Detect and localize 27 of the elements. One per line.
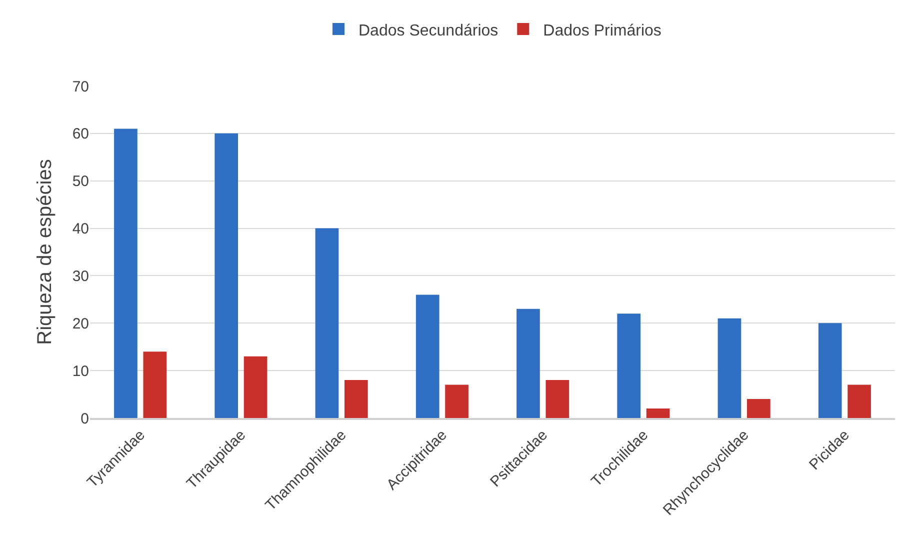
bar — [344, 380, 368, 418]
y-axis-title: Riqueza de espécies — [34, 159, 56, 345]
bar — [818, 323, 842, 418]
bar — [746, 399, 770, 418]
bar — [114, 128, 138, 418]
bar — [416, 294, 440, 418]
y-tick-label: 60 — [72, 126, 89, 143]
bar — [646, 408, 670, 418]
y-tick-label: 30 — [72, 268, 89, 285]
legend-label: Dados Secundários — [358, 22, 498, 40]
bar — [546, 380, 570, 418]
bar — [445, 384, 468, 418]
legend-label: Dados Primários — [543, 22, 662, 40]
bar — [214, 133, 238, 418]
y-tick-label: 0 — [80, 410, 89, 428]
bar — [143, 352, 167, 418]
bar — [617, 314, 641, 418]
bar — [718, 318, 742, 418]
bar — [244, 356, 268, 418]
y-tick-label: 70 — [72, 78, 89, 96]
y-tick-label: 50 — [72, 173, 89, 190]
y-tick-label: 20 — [72, 315, 89, 332]
bar — [848, 384, 871, 418]
y-tick-label: 10 — [72, 362, 89, 380]
y-tick-label: 40 — [72, 220, 89, 238]
bar — [315, 228, 339, 418]
bar — [516, 308, 540, 418]
